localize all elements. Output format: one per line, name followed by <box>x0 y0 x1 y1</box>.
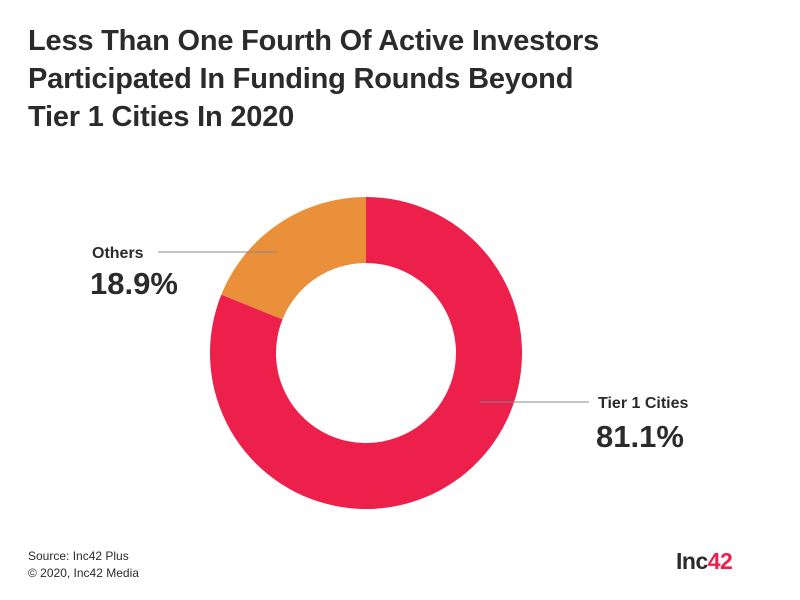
chart-title-line: Less Than One Fourth Of Active Investors <box>28 25 600 57</box>
slice-value-tier1: 81.1% <box>596 419 684 454</box>
source-text: Source: Inc42 Plus <box>28 549 129 563</box>
footer: Source: Inc42 Plus © 2020, Inc42 Media <box>28 548 139 582</box>
inc42-logo: Inc42 <box>676 548 733 575</box>
logo-accent: 42 <box>707 548 733 574</box>
chart-title-line: Tier 1 Cities In 2020 <box>28 101 295 133</box>
slice-value-others: 18.9% <box>90 266 178 301</box>
donut-slices <box>209 197 522 509</box>
slice-label-tier1: Tier 1 Cities <box>598 395 689 412</box>
donut-slice-tier-1-cities <box>209 197 522 509</box>
slice-label-others: Others <box>92 245 144 262</box>
logo-main: Inc <box>676 548 708 574</box>
copyright-text: © 2020, Inc42 Media <box>28 566 139 580</box>
chart-title-line: Participated In Funding Rounds Beyond <box>28 63 574 95</box>
donut-slice-others <box>221 197 366 320</box>
chart-title: Less Than One Fourth Of Active Investors… <box>28 22 748 136</box>
